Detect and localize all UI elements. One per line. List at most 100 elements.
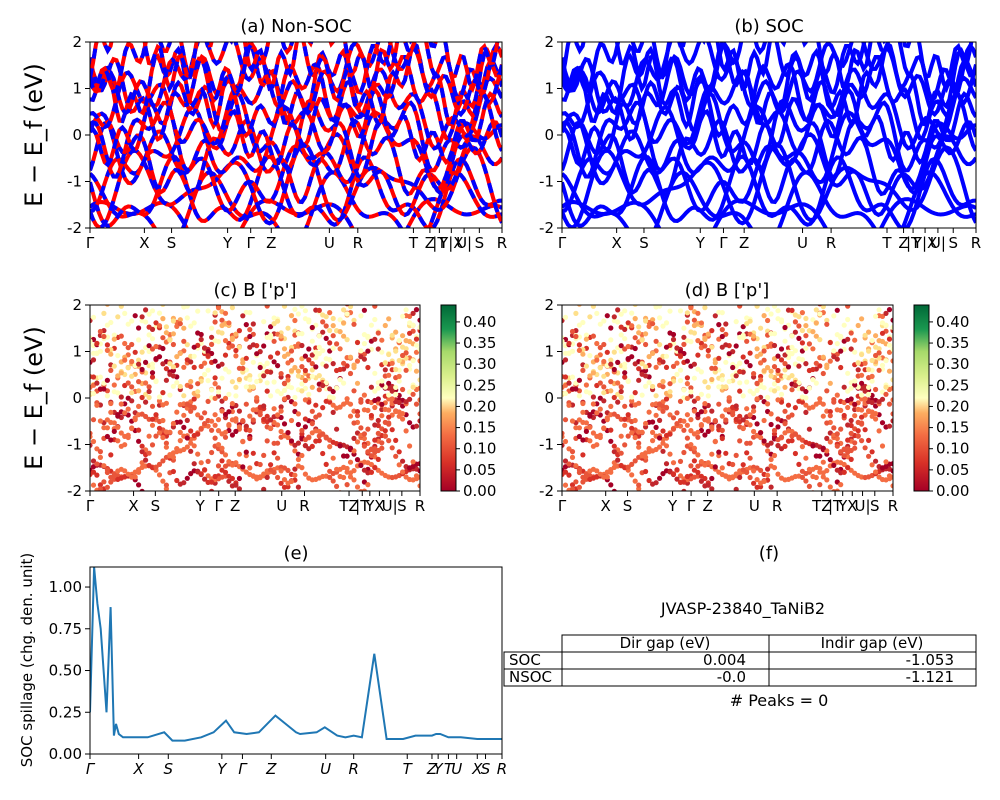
scatter-point bbox=[859, 392, 865, 398]
scatter-point bbox=[261, 319, 267, 325]
scatter-point bbox=[337, 366, 343, 373]
scatter-point bbox=[330, 345, 336, 351]
y-tick-label: -2 bbox=[67, 482, 82, 500]
scatter-point bbox=[133, 300, 138, 305]
scatter-point bbox=[684, 381, 691, 387]
scatter-point bbox=[129, 358, 135, 365]
cb-tick-label: 0.05 bbox=[463, 461, 496, 479]
scatter-point bbox=[733, 471, 739, 477]
scatter-point bbox=[188, 428, 194, 434]
scatter-point bbox=[170, 373, 176, 379]
scatter-point bbox=[848, 396, 854, 402]
scatter-point bbox=[751, 468, 757, 474]
scatter-point bbox=[233, 416, 239, 422]
scatter-point bbox=[688, 428, 694, 434]
scatter-point bbox=[149, 374, 156, 380]
scatter-point bbox=[751, 391, 757, 397]
scatter-point bbox=[702, 379, 708, 385]
scatter-point bbox=[716, 336, 722, 342]
scatter-point bbox=[393, 391, 399, 397]
scatter-point bbox=[618, 433, 624, 439]
scatter-point bbox=[580, 351, 586, 357]
scatter-point bbox=[347, 459, 354, 465]
scatter-point bbox=[730, 364, 736, 371]
scatter-point bbox=[382, 322, 388, 329]
scatter-point bbox=[765, 306, 771, 312]
scatter-point bbox=[866, 329, 872, 335]
scatter-point bbox=[646, 323, 652, 329]
k-tick-label: U| bbox=[855, 497, 871, 515]
scatter-point bbox=[890, 397, 893, 403]
scatter-point bbox=[271, 359, 277, 365]
scatter-point bbox=[695, 469, 701, 475]
scatter-point bbox=[657, 305, 663, 309]
scatter-point bbox=[302, 353, 308, 359]
scatter-point bbox=[295, 368, 301, 374]
scatter-point bbox=[309, 421, 315, 427]
scatter-point bbox=[184, 435, 190, 441]
scatter-point bbox=[562, 390, 569, 397]
scatter-point bbox=[268, 393, 274, 399]
scatter-point bbox=[650, 350, 656, 356]
scatter-point bbox=[789, 333, 795, 339]
scatter-point bbox=[417, 411, 420, 417]
scatter-point bbox=[198, 460, 204, 466]
k-tick-label: Γ bbox=[558, 497, 567, 515]
scatter-point bbox=[202, 371, 208, 377]
table-cell: -1.053 bbox=[906, 651, 954, 669]
scatter-point bbox=[643, 420, 649, 427]
scatter-point bbox=[288, 368, 295, 374]
scatter-point bbox=[229, 305, 235, 311]
scatter-point bbox=[222, 310, 229, 316]
scatter-point bbox=[562, 482, 569, 488]
k-tick-label: Γ bbox=[215, 497, 224, 515]
scatter-point bbox=[275, 422, 281, 428]
scatter-point bbox=[341, 333, 347, 339]
k-tick-label: S bbox=[167, 234, 177, 252]
scatter-point bbox=[775, 308, 781, 314]
table-col-indir: Indir gap (eV) bbox=[821, 634, 924, 652]
scatter-point bbox=[111, 332, 117, 338]
scatter-point bbox=[719, 377, 725, 383]
scatter-point bbox=[583, 473, 590, 479]
scatter-point bbox=[688, 442, 694, 448]
scatter-point bbox=[848, 385, 854, 391]
panel-c-colorbar bbox=[440, 304, 457, 492]
y-tick-label: -1 bbox=[539, 436, 554, 454]
scatter-point bbox=[136, 388, 142, 394]
scatter-point bbox=[281, 381, 288, 387]
scatter-point bbox=[389, 427, 395, 433]
scatter-point bbox=[108, 351, 114, 357]
scatter-point bbox=[393, 384, 399, 390]
y-tick-label: 0.25 bbox=[49, 703, 82, 721]
scatter-point bbox=[810, 404, 816, 410]
k-tick-label: Y bbox=[195, 497, 206, 515]
scatter-point bbox=[413, 342, 420, 348]
k-tick-label: Γ bbox=[238, 760, 248, 778]
scatter-point bbox=[573, 463, 579, 469]
cb-tick-label: 0.30 bbox=[463, 355, 496, 373]
k-tick-label: X bbox=[601, 497, 611, 515]
y-tick-label: 0.50 bbox=[49, 662, 82, 680]
scatter-point bbox=[309, 373, 315, 379]
scatter-point bbox=[605, 300, 610, 305]
scatter-point bbox=[108, 479, 114, 485]
scatter-point bbox=[751, 333, 757, 339]
scatter-point bbox=[153, 412, 159, 418]
scatter-point bbox=[663, 396, 670, 402]
k-tick-label: U| bbox=[456, 234, 472, 252]
scatter-point bbox=[817, 469, 823, 475]
scatter-point bbox=[281, 396, 288, 402]
scatter-point bbox=[705, 384, 711, 390]
scatter-point bbox=[723, 384, 729, 390]
y-tick-label: -1 bbox=[539, 173, 554, 191]
scatter-point bbox=[653, 338, 659, 344]
scatter-point bbox=[873, 458, 879, 464]
scatter-point bbox=[240, 464, 246, 470]
scatter-point bbox=[570, 299, 575, 304]
scatter-point bbox=[125, 434, 131, 441]
